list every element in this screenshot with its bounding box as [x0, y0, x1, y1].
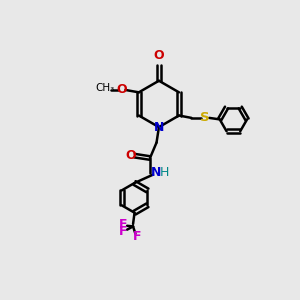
- Text: CH₃: CH₃: [96, 83, 115, 93]
- Text: O: O: [126, 149, 136, 162]
- Text: N: N: [152, 167, 162, 179]
- Text: O: O: [117, 83, 127, 97]
- Text: N: N: [154, 121, 164, 134]
- Text: H: H: [160, 167, 170, 179]
- Text: F: F: [119, 218, 128, 230]
- Text: S: S: [200, 111, 210, 124]
- Text: F: F: [119, 225, 128, 238]
- Text: F: F: [132, 230, 141, 243]
- Text: O: O: [154, 49, 164, 62]
